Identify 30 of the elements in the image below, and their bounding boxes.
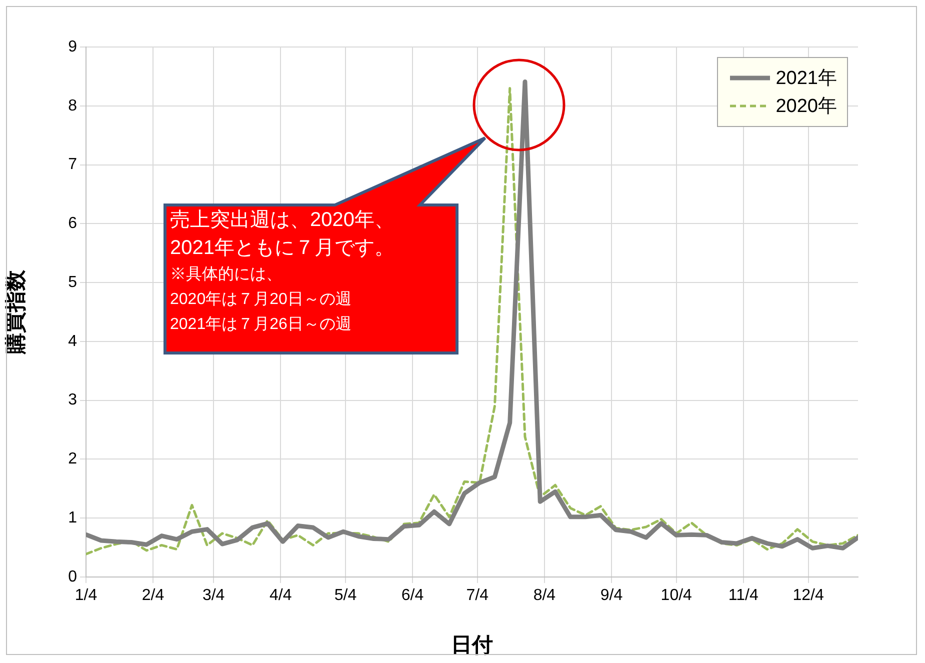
y-tick-label: 4 bbox=[68, 332, 78, 350]
x-tick-label: 4/4 bbox=[269, 587, 292, 604]
annotation: 2021年ともに７月です。 bbox=[170, 236, 396, 261]
x-axis-title: 日付 bbox=[451, 634, 493, 658]
annotation: 2021年は７月26日～の週 bbox=[170, 315, 352, 335]
x-tick-label: 10/4 bbox=[660, 587, 692, 604]
y-tick-label: 6 bbox=[68, 215, 78, 232]
x-tick-label: 6/4 bbox=[401, 587, 424, 604]
annotation: ※具体的には、 bbox=[170, 265, 283, 285]
x-tick-label: 3/4 bbox=[202, 587, 225, 604]
x-tick-label: 7/4 bbox=[466, 587, 489, 604]
x-tick-label: 1/4 bbox=[74, 587, 98, 604]
y-tick-label: 8 bbox=[68, 97, 78, 114]
x-tick-label: 9/4 bbox=[600, 587, 623, 604]
y-tick-label: 1 bbox=[68, 510, 78, 527]
y-tick-label: 9 bbox=[68, 38, 78, 56]
x-tick-label: 11/4 bbox=[728, 587, 758, 604]
x-tick-label: 2/4 bbox=[142, 587, 164, 604]
x-tick-label: 12/4 bbox=[792, 587, 824, 604]
annotation: 売上突出週は、2020年、 bbox=[170, 208, 396, 233]
y-tick-label: 0 bbox=[68, 568, 78, 586]
y-tick-label: 2 bbox=[68, 450, 78, 468]
y-tick-label: 3 bbox=[68, 392, 78, 409]
x-tick-label: 8/4 bbox=[533, 587, 556, 604]
legend-label: 2021年 bbox=[776, 67, 837, 91]
legend-label: 2020年 bbox=[776, 95, 837, 119]
y-tick-label: 5 bbox=[68, 274, 78, 291]
y-tick-label: 7 bbox=[68, 156, 78, 174]
x-tick-label: 5/4 bbox=[334, 587, 357, 604]
annotation: 2020年は７月20日～の週 bbox=[170, 290, 352, 310]
